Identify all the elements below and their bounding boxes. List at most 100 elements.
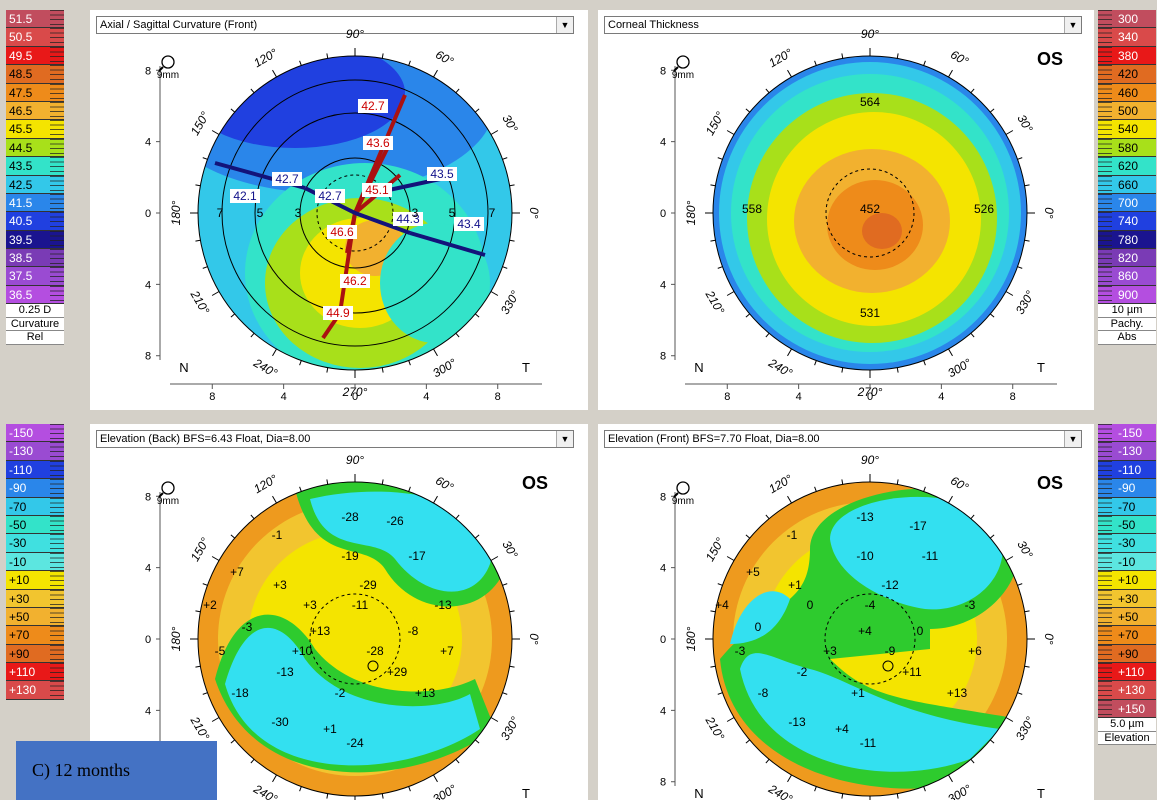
rim-tick — [765, 88, 770, 94]
rim-tick — [326, 479, 329, 485]
elevation-value: +5 — [746, 565, 760, 579]
elevation-back-panel: Elevation (Back) BFS=6.43 Float, Dia=8.0… — [90, 424, 588, 800]
legend-tick-marks — [1098, 497, 1112, 515]
legend-swatch: 780 — [1098, 230, 1156, 250]
angle-label: 300° — [430, 356, 459, 381]
legend-swatch: +70 — [6, 626, 64, 645]
mm-ring — [221, 79, 489, 347]
steep-k-value: 42.7 — [361, 99, 385, 113]
legend-tick-marks — [50, 157, 64, 175]
map-type-select[interactable]: Elevation (Front) BFS=7.70 Float, Dia=8.… — [604, 430, 1082, 448]
legend-swatch: +90 — [1098, 644, 1156, 664]
eye-label: OS — [1037, 49, 1063, 69]
x-axis-label: 8 — [495, 391, 501, 403]
legend-value: 43.5 — [9, 159, 33, 174]
legend-swatch: 380 — [1098, 46, 1156, 66]
legend-swatch: +110 — [1098, 663, 1156, 682]
legend-value: +10 — [9, 573, 30, 588]
x-axis-label: 8 — [724, 391, 730, 403]
rim-tick — [299, 786, 302, 792]
y-axis-label: 0 — [145, 208, 151, 220]
temporal-label: T — [1037, 360, 1045, 375]
steep-meridian — [353, 142, 392, 214]
legend-tick-marks — [50, 285, 64, 304]
rim-tick — [989, 534, 995, 539]
rim-tick — [814, 486, 817, 492]
legend-tick-marks — [1098, 230, 1112, 249]
thickness-value: 531 — [860, 306, 880, 320]
legend-swatch: +130 — [6, 681, 64, 700]
y-axis-label: 4 — [660, 705, 666, 717]
chevron-down-icon[interactable]: ▼ — [556, 17, 573, 33]
rim-tick — [455, 332, 460, 338]
chevron-down-icon[interactable]: ▼ — [556, 431, 573, 447]
map-type-select[interactable]: Elevation (Back) BFS=6.43 Float, Dia=8.0… — [96, 430, 574, 448]
legend-value: +70 — [1118, 628, 1139, 643]
angle-label: 270° — [342, 385, 368, 399]
map-type-select[interactable]: Axial / Sagittal Curvature (Front) ▼ — [96, 16, 574, 34]
thickness-value: 564 — [860, 95, 880, 109]
legend-swatch: -130 — [1098, 442, 1156, 461]
legend-mode: Rel — [6, 331, 64, 345]
rim-tick — [1005, 291, 1014, 296]
chevron-down-icon[interactable]: ▼ — [1064, 17, 1081, 33]
legend-value: +10 — [1118, 573, 1139, 588]
flat-k-value: 43.4 — [457, 217, 481, 231]
steep-k-value: 45.1 — [365, 183, 389, 197]
legend-swatch: 36.5 — [6, 285, 64, 305]
legend-tick-marks — [50, 28, 64, 46]
eye-label: OS — [1037, 473, 1063, 493]
map-type-label: Corneal Thickness — [608, 19, 699, 31]
legend-value: +110 — [9, 665, 36, 680]
legend-tick-marks — [1098, 120, 1112, 138]
chevron-down-icon[interactable]: ▼ — [1064, 431, 1081, 447]
legend-swatch: 500 — [1098, 101, 1156, 121]
rim-tick — [717, 692, 723, 695]
rim-tick — [1024, 610, 1030, 613]
map-surface — [198, 56, 512, 370]
angle-label: 180° — [169, 200, 183, 225]
x-axis-label: 0 — [352, 391, 358, 403]
legend-tick-marks — [50, 644, 64, 663]
legend-value: -10 — [9, 554, 27, 569]
elevation-value: -13 — [434, 598, 452, 612]
rim-tick — [765, 758, 770, 764]
legend-swatch: +30 — [1098, 589, 1156, 608]
legend-tick-marks — [1098, 65, 1112, 83]
elevation-value: -13 — [856, 510, 874, 524]
legend-value: -30 — [9, 536, 27, 551]
legend-tick-marks — [50, 120, 64, 138]
elevation-value: -11 — [860, 736, 877, 750]
map-type-select[interactable]: Corneal Thickness ▼ — [604, 16, 1082, 34]
legend-tick-marks — [1098, 663, 1112, 681]
y-axis-label: 0 — [660, 634, 666, 646]
legend-tick-marks — [1098, 101, 1112, 120]
rim-tick — [250, 88, 255, 94]
legend-value: -130 — [9, 444, 34, 459]
value-box — [230, 189, 260, 203]
x-axis-label: 8 — [1010, 391, 1016, 403]
elevation-value: +29 — [387, 665, 408, 679]
legend-value: +50 — [9, 609, 30, 624]
elevation-value: +3 — [303, 598, 317, 612]
legend-tick-marks — [1098, 534, 1112, 552]
rim-tick — [230, 108, 236, 113]
rim-tick — [490, 717, 499, 722]
rim-tick — [896, 479, 899, 485]
value-box — [327, 225, 357, 239]
elevation-back-color-legend: -150 -130 -110 -90 -70 -50 -30 -10 +10 +30 +50 +70 +… — [6, 424, 64, 700]
rim-tick — [717, 157, 723, 160]
angle-label: 90° — [346, 453, 364, 467]
y-axis-label: 4 — [660, 279, 666, 291]
value-box — [315, 189, 345, 203]
elevation-value: +13 — [947, 686, 968, 700]
rim-tick — [202, 583, 208, 586]
legend-tick-marks — [50, 534, 64, 552]
legend-swatch: 340 — [1098, 28, 1156, 47]
rim-tick — [250, 332, 255, 338]
rim-tick — [272, 495, 277, 504]
legend-tick-marks — [1098, 626, 1112, 644]
angle-label: 60° — [948, 473, 971, 494]
elevation-value: -28 — [341, 510, 359, 524]
legend-tick-marks — [1098, 10, 1112, 28]
